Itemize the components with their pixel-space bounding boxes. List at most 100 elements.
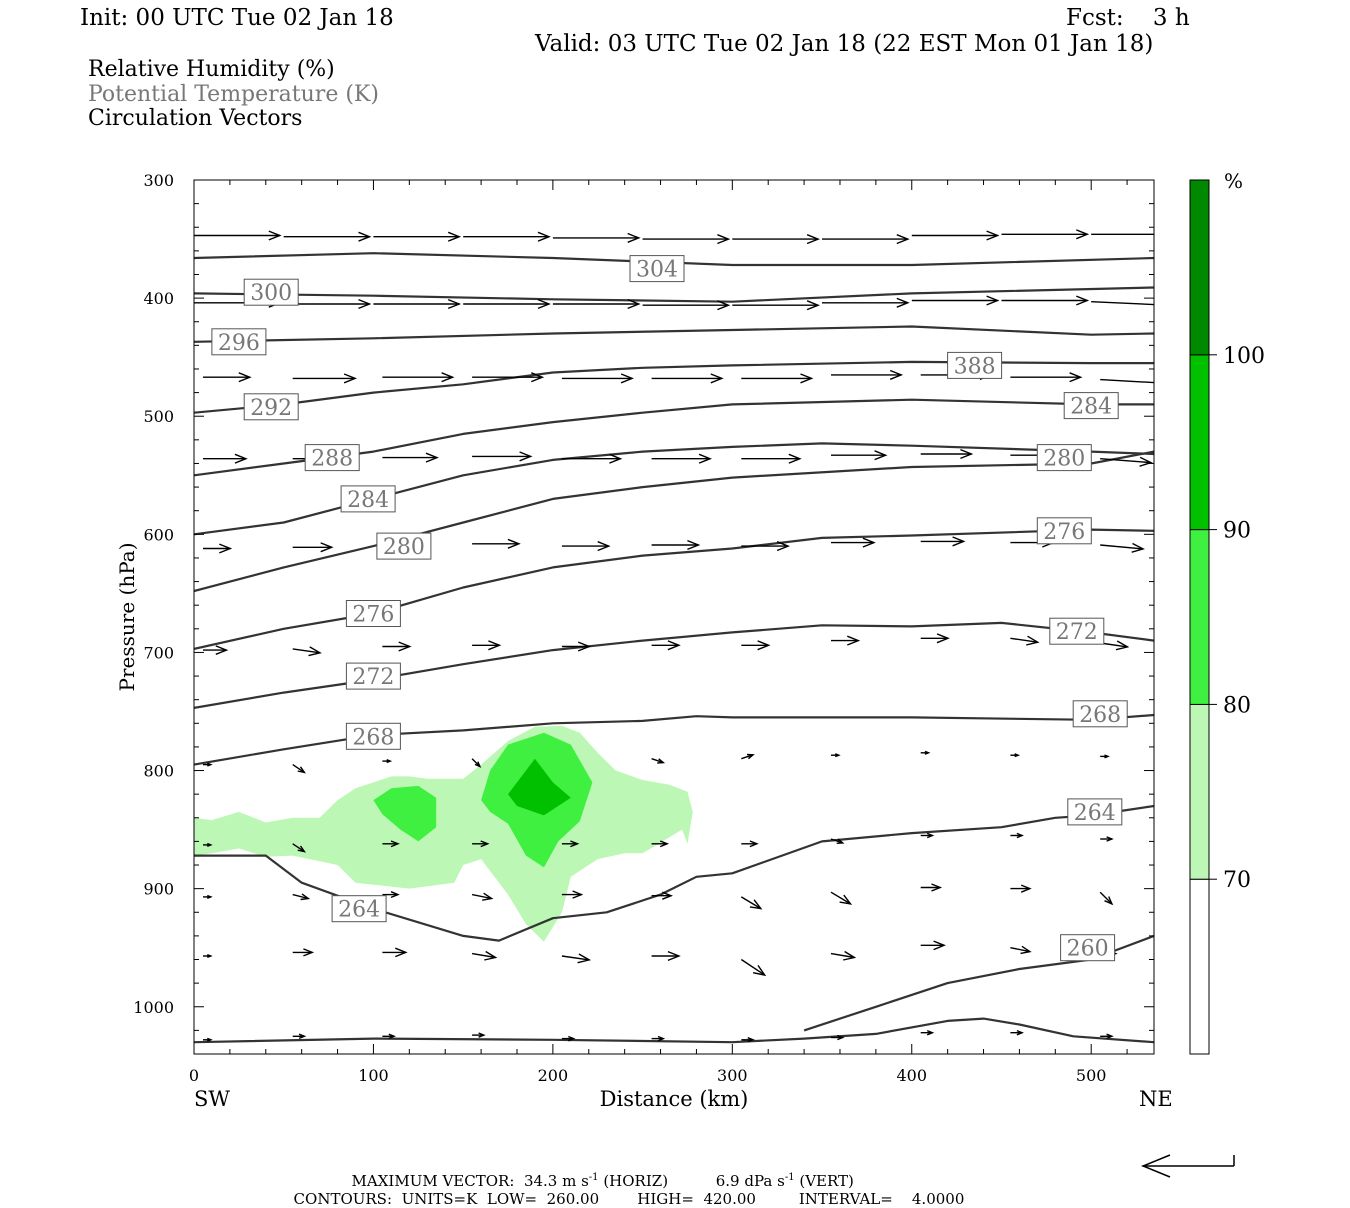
- theta-label-4: 388: [947, 351, 1003, 379]
- vector-arrow-91: [561, 890, 584, 899]
- vector-arrow-103: [651, 950, 681, 962]
- vector-arrow-14: [463, 298, 551, 310]
- theta-contour-276: [194, 528, 1154, 650]
- theta-label-text: 264: [1074, 801, 1116, 826]
- vector-arrow-118: [1010, 1029, 1024, 1036]
- vector-arrow-72: [831, 753, 841, 758]
- theta-label-text: 296: [218, 331, 260, 356]
- vector-arrow-4: [552, 232, 641, 243]
- contours-high: HIGH= 420.00: [637, 1190, 756, 1208]
- theta-label-14: 268: [1072, 700, 1128, 728]
- theta-label-9: 276: [1036, 517, 1092, 545]
- vector-arrow-111: [382, 1033, 397, 1040]
- theta-contour-256: [194, 1017, 1154, 1044]
- vector-arrow-54: [1100, 542, 1145, 553]
- colorbar-segment-2: [1189, 529, 1210, 705]
- vector-arrow-114: [651, 1035, 666, 1042]
- vector-arrow-36: [472, 451, 533, 462]
- sw-end-label: SW: [194, 1087, 230, 1111]
- vector-arrow-105: [830, 950, 857, 961]
- vector-arrow-59: [561, 641, 592, 652]
- vector-arrow-37: [561, 453, 623, 464]
- theta-label-text: 300: [250, 281, 292, 306]
- vector-arrow-95: [920, 883, 943, 892]
- theta-label-6: 288: [304, 444, 360, 472]
- vector-arrow-29: [831, 369, 904, 380]
- vector-arrow-19: [911, 295, 1000, 306]
- vector-arrow-16: [642, 300, 731, 311]
- y-tick-label: 600: [143, 525, 174, 544]
- vector-arrow-66: [203, 762, 213, 767]
- vector-arrow-10: [1091, 233, 1154, 236]
- y-tick-label: 300: [143, 171, 174, 190]
- vector-arrow-87: [203, 894, 213, 899]
- theta-label-0: 304: [629, 255, 685, 283]
- vector-arrow-55: [203, 645, 229, 655]
- theta-label-text: 292: [250, 396, 292, 421]
- x-tick-label: 200: [538, 1066, 569, 1085]
- theta-label-text: 264: [338, 898, 380, 923]
- vector-arrow-80: [561, 840, 580, 848]
- theta-label-text: 388: [954, 354, 996, 379]
- vector-arrow-20: [1001, 295, 1090, 306]
- theta-label-5: 284: [1063, 392, 1119, 420]
- valid-time: Valid: 03 UTC Tue 02 Jan 18 (22 EST Mon …: [535, 31, 1154, 57]
- max-vector-vert: 6.9 dPa s: [715, 1172, 785, 1190]
- reference-vector-arrow: [1141, 1154, 1235, 1178]
- theta-label-text: 272: [352, 665, 394, 690]
- vector-arrow-100: [382, 947, 408, 958]
- plot-frame: [193, 179, 1155, 1055]
- vector-arrow-84: [920, 832, 935, 839]
- vector-arrow-25: [472, 372, 545, 383]
- vector-arrow-23: [292, 373, 357, 384]
- vector-arrow-1: [283, 231, 372, 242]
- vector-arrow-90: [471, 892, 494, 901]
- colorbar-segment-0: [1189, 878, 1210, 1055]
- theta-label-text: 272: [1056, 620, 1098, 645]
- y-tick-label: 1000: [133, 998, 174, 1017]
- theta-label-text: 304: [636, 258, 678, 283]
- horiz-exponent: -1: [588, 1172, 599, 1183]
- rh-region-90-3: [508, 758, 571, 816]
- theta-label-text: 288: [311, 447, 353, 472]
- theta-label-text: 280: [383, 535, 425, 560]
- theta-label-7: 280: [1036, 444, 1092, 472]
- vector-arrow-0: [194, 230, 282, 241]
- x-tick-label: 0: [189, 1066, 199, 1085]
- colorbar-unit: %: [1224, 169, 1243, 193]
- theta-contour-280: [194, 450, 1154, 593]
- vector-arrow-7: [822, 234, 910, 245]
- vector-arrow-60: [651, 640, 681, 651]
- theta-label-text: 268: [352, 725, 394, 750]
- init-time: Init: 00 UTC Tue 02 Jan 18: [80, 5, 394, 31]
- theta-label-text: 280: [1043, 447, 1085, 472]
- legend-rh: Relative Humidity (%): [88, 57, 335, 82]
- y-axis-label: Pressure (hPa): [115, 543, 139, 692]
- contours-label: CONTOURS:: [293, 1190, 393, 1208]
- theta-label-text: 276: [1043, 520, 1085, 545]
- rh-region-80-1: [373, 785, 437, 842]
- theta-label-1: 300: [243, 278, 299, 306]
- vector-arrow-24: [382, 372, 455, 383]
- vector-arrow-15: [552, 298, 641, 310]
- vector-arrow-117: [920, 1029, 935, 1036]
- vector-arrow-21: [1091, 301, 1154, 306]
- x-axis-label: Distance (km): [600, 1087, 749, 1111]
- vector-arrow-106: [920, 940, 946, 951]
- vector-arrow-119: [1100, 1033, 1114, 1040]
- theta-label-15: 268: [345, 722, 401, 750]
- horiz-tag: (HORIZ): [603, 1172, 669, 1190]
- vector-arrow-98: [203, 953, 213, 959]
- theta-contour-300: [194, 286, 1154, 303]
- vector-arrow-115: [741, 1037, 755, 1043]
- theta-label-16: 264: [1067, 798, 1123, 826]
- x-tick-label: 400: [896, 1066, 927, 1085]
- vector-arrow-77: [292, 843, 306, 853]
- vector-arrow-44: [203, 543, 233, 554]
- vector-arrow-13: [373, 298, 462, 310]
- vector-arrow-89: [382, 891, 400, 899]
- vector-arrow-39: [741, 453, 802, 464]
- contours-line: CONTOURS: UNITS=K LOW= 260.00 HIGH= 420.…: [284, 1177, 965, 1208]
- forecast-hour: Fcst: 3 h: [1066, 5, 1190, 31]
- vector-arrow-71: [741, 753, 755, 760]
